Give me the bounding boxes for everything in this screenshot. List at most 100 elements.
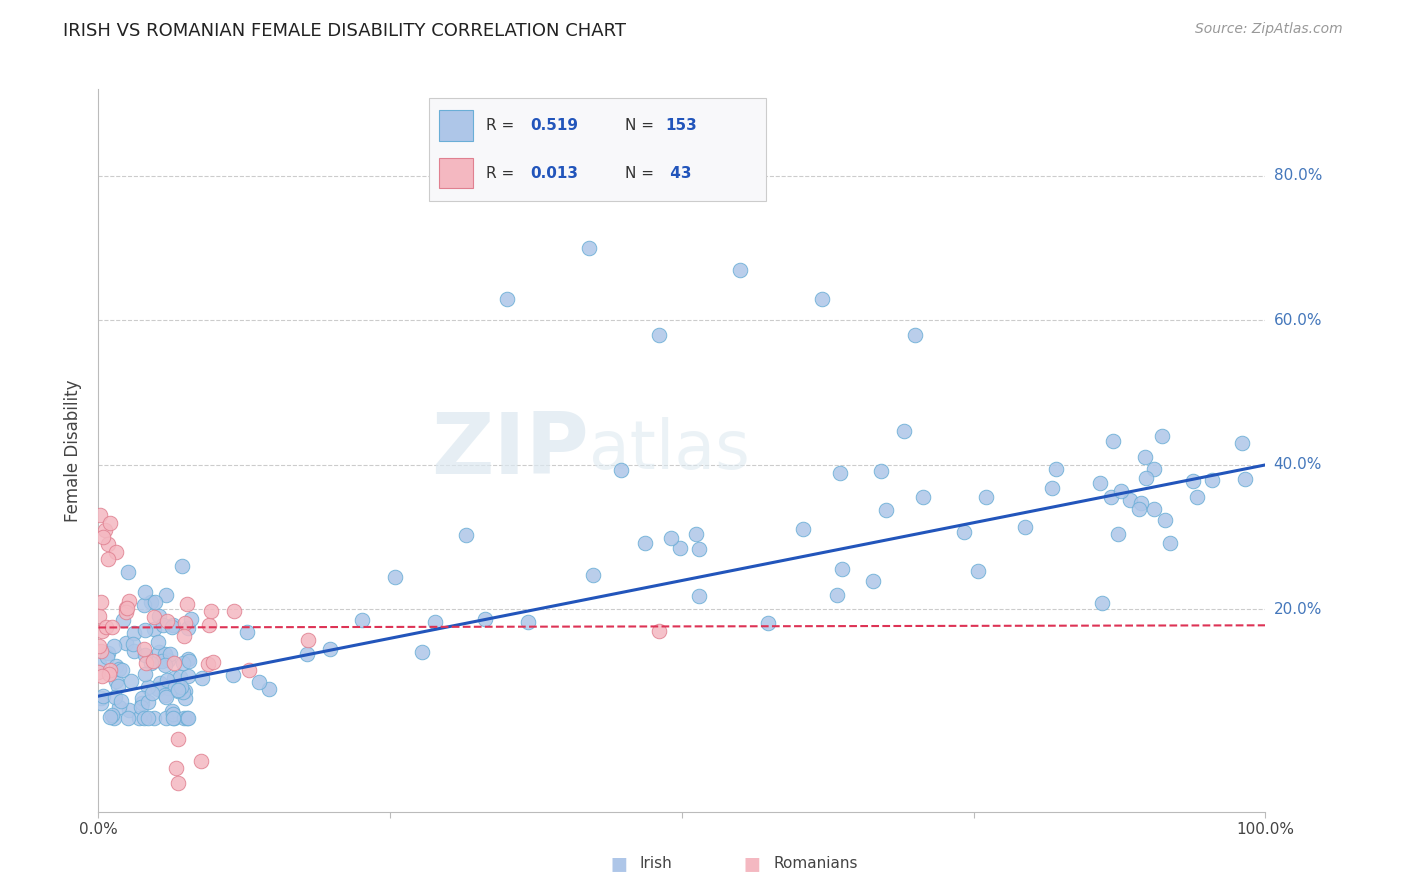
Point: [247, 675, 270, 690]
Text: N =: N =: [624, 166, 658, 180]
Point: [153, 688, 176, 702]
Point: [131, 699, 153, 714]
Point: [89, 657, 111, 671]
Point: [104, 673, 127, 688]
Text: ▪: ▪: [609, 849, 628, 878]
Point: [110, 694, 132, 708]
Text: Romanians: Romanians: [773, 856, 858, 871]
Point: [170, 680, 193, 694]
Point: [143, 594, 166, 608]
Point: [610, 463, 633, 477]
Point: [159, 647, 181, 661]
Text: IRISH VS ROMANIAN FEMALE DISABILITY CORRELATION CHART: IRISH VS ROMANIAN FEMALE DISABILITY CORR…: [63, 22, 626, 40]
Point: [869, 463, 891, 477]
Point: [149, 675, 172, 690]
Point: [136, 681, 159, 695]
Point: [1143, 462, 1166, 476]
Point: [141, 685, 163, 699]
Point: [190, 754, 212, 768]
Point: [93, 523, 115, 537]
Point: [166, 776, 188, 790]
Point: [384, 570, 406, 584]
Point: [122, 626, 145, 640]
Point: [134, 624, 156, 638]
Point: [173, 711, 195, 725]
Point: [1128, 502, 1150, 516]
Point: [685, 526, 707, 541]
Point: [967, 564, 990, 578]
Point: [578, 241, 600, 255]
Point: [131, 696, 153, 710]
Point: [1014, 520, 1036, 534]
Point: [90, 696, 112, 710]
Point: [517, 615, 540, 629]
Text: 0.013: 0.013: [530, 166, 578, 180]
Point: [1088, 476, 1111, 491]
Point: [177, 621, 200, 635]
Point: [150, 654, 173, 668]
Point: [647, 327, 669, 342]
Point: [862, 574, 884, 588]
Point: [163, 671, 186, 685]
Point: [131, 691, 153, 706]
Point: [101, 708, 124, 723]
Point: [96, 650, 118, 665]
Point: [166, 684, 188, 698]
Point: [176, 711, 198, 725]
Point: [107, 679, 129, 693]
Point: [157, 653, 180, 667]
Point: [1091, 596, 1114, 610]
Point: [1233, 472, 1256, 486]
Point: [1107, 527, 1129, 541]
Point: [153, 658, 176, 673]
Point: [152, 618, 174, 632]
Text: ▪: ▪: [742, 849, 762, 878]
Y-axis label: Female Disability: Female Disability: [65, 379, 83, 522]
Point: [90, 595, 112, 609]
Point: [91, 689, 114, 703]
Point: [177, 711, 200, 725]
Point: [236, 624, 259, 639]
Point: [634, 535, 657, 549]
Point: [89, 508, 111, 523]
Point: [1130, 495, 1153, 509]
Point: [146, 635, 169, 649]
Point: [115, 605, 138, 619]
Point: [162, 705, 184, 719]
Point: [688, 589, 710, 603]
Point: [875, 503, 897, 517]
Point: [121, 637, 143, 651]
Text: atlas: atlas: [589, 417, 749, 483]
Point: [91, 668, 114, 682]
Point: [87, 639, 110, 653]
Point: [90, 644, 112, 658]
Text: N =: N =: [624, 119, 658, 133]
Point: [202, 655, 225, 669]
Point: [1153, 512, 1175, 526]
Point: [136, 695, 159, 709]
Point: [825, 588, 848, 602]
Point: [142, 654, 165, 668]
Point: [134, 648, 156, 662]
Point: [172, 685, 194, 699]
Point: [97, 551, 120, 566]
Point: [177, 651, 200, 665]
Point: [1135, 471, 1157, 485]
Point: [128, 711, 150, 725]
Point: [155, 673, 177, 687]
Point: [98, 664, 121, 678]
Point: [792, 523, 814, 537]
Point: [423, 615, 446, 629]
Point: [115, 636, 138, 650]
Point: [148, 609, 170, 624]
Point: [176, 597, 198, 611]
Point: [132, 641, 155, 656]
Text: 0.519: 0.519: [530, 119, 578, 133]
Text: 60.0%: 60.0%: [1274, 313, 1322, 328]
Point: [143, 711, 166, 725]
Text: R =: R =: [486, 119, 519, 133]
Point: [893, 424, 915, 438]
Point: [1040, 481, 1063, 495]
Point: [155, 711, 177, 725]
Point: [165, 761, 187, 775]
